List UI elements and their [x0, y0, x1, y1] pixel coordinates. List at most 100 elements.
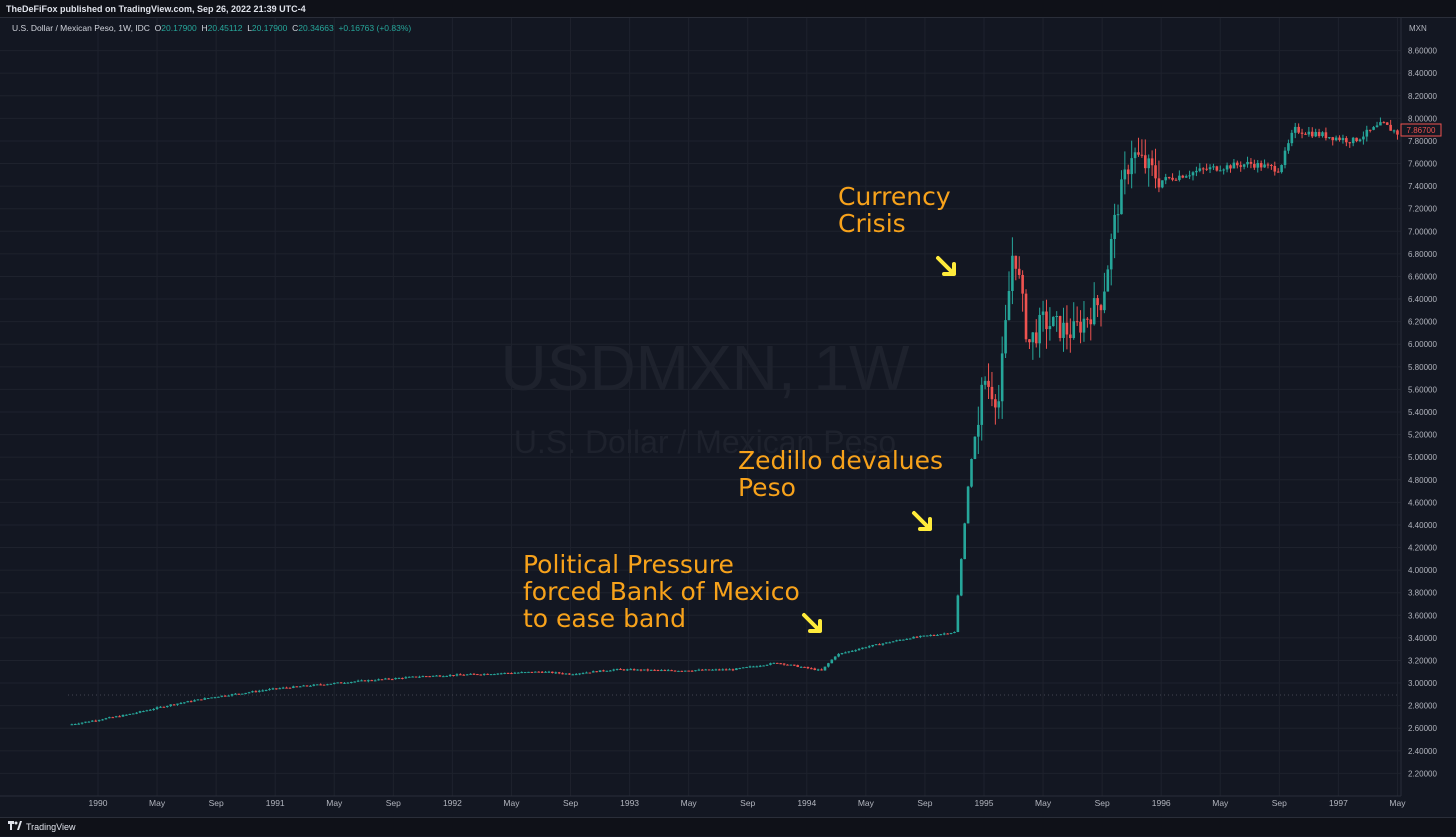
candle: [377, 678, 380, 681]
candle: [1246, 156, 1249, 168]
candle-body: [830, 659, 834, 664]
candle-body: [1164, 177, 1168, 181]
candle-body: [813, 668, 817, 670]
candle-body: [1212, 166, 1215, 168]
candle-body: [326, 684, 329, 686]
y-tick-label: 5.60000: [1408, 385, 1437, 394]
candle-body: [782, 663, 786, 665]
candle: [1287, 139, 1290, 154]
candlestick-chart[interactable]: USDMXN, 1W U.S. Dollar / Mexican Peso 2.…: [0, 18, 1456, 817]
candle-body: [1297, 126, 1300, 133]
candle: [731, 668, 735, 672]
candle: [305, 685, 309, 687]
candle: [148, 709, 152, 711]
candle-body: [1263, 164, 1266, 168]
watermark-name: U.S. Dollar / Mexican Peso: [514, 424, 896, 460]
annotation-zedillo-devalues: Zedillo devalues Peso: [738, 446, 944, 502]
candle: [959, 558, 963, 597]
candle: [588, 672, 592, 674]
y-tick-label: 6.00000: [1408, 340, 1437, 349]
candle: [857, 647, 861, 651]
candle: [772, 662, 776, 664]
candle-body: [789, 664, 793, 666]
candle-body: [363, 680, 367, 682]
candle-body: [1256, 163, 1260, 168]
candle: [653, 669, 656, 671]
candle: [496, 673, 500, 675]
candle-body: [1065, 322, 1069, 335]
candle-body: [281, 687, 285, 689]
candle-body: [360, 680, 363, 682]
candle-body: [1150, 158, 1154, 166]
candle: [1055, 311, 1058, 332]
candle: [1293, 122, 1297, 139]
candle-body: [1147, 158, 1151, 169]
candle: [816, 668, 820, 672]
candle: [438, 675, 442, 677]
candle-body: [131, 713, 135, 715]
candle: [615, 668, 619, 671]
candle-body: [1389, 124, 1392, 131]
candle: [605, 670, 609, 672]
candle: [1239, 161, 1243, 172]
candle: [1355, 137, 1358, 143]
candle-body: [424, 676, 428, 678]
candle: [932, 634, 936, 637]
candle-body: [462, 674, 466, 676]
candle: [1069, 318, 1072, 353]
candle: [983, 376, 987, 390]
candle-body: [861, 647, 864, 649]
candle-body: [459, 674, 462, 676]
candle-body: [547, 671, 551, 673]
x-tick-label: 1992: [443, 798, 462, 808]
candle-body: [1188, 175, 1191, 177]
candle-body: [888, 642, 892, 644]
candle-body: [428, 676, 431, 678]
candle-body: [234, 693, 237, 695]
candle: [656, 669, 660, 672]
candle-body: [370, 680, 374, 682]
candle: [1062, 307, 1065, 352]
candle: [1300, 128, 1304, 139]
candle: [309, 685, 312, 687]
y-tick-label: 3.60000: [1408, 611, 1437, 620]
candle: [649, 669, 653, 671]
candle: [820, 668, 823, 671]
candle: [138, 710, 142, 714]
candle: [861, 647, 864, 650]
candle: [1021, 270, 1024, 312]
candle-body: [332, 682, 336, 684]
candle-body: [1092, 298, 1096, 325]
candle: [905, 638, 909, 640]
candle: [510, 672, 513, 675]
candle-body: [220, 695, 224, 697]
candle-body: [510, 673, 513, 675]
candle-body: [929, 635, 932, 637]
candle: [261, 689, 265, 692]
candle: [70, 723, 74, 726]
candle: [700, 669, 704, 671]
candle-body: [206, 698, 210, 700]
candle: [806, 666, 810, 670]
candle-body: [1038, 314, 1041, 344]
candle: [210, 697, 213, 699]
candle-body: [1041, 311, 1045, 315]
candle-body: [540, 671, 544, 673]
y-tick-label: 5.80000: [1408, 363, 1437, 372]
y-tick-label: 8.00000: [1408, 114, 1437, 123]
candle: [718, 668, 721, 671]
candle: [578, 673, 581, 676]
chart-area[interactable]: USDMXN, 1W U.S. Dollar / Mexican Peso 2.…: [0, 18, 1456, 817]
candle: [966, 485, 970, 524]
candle: [949, 632, 953, 635]
candle-body: [670, 670, 673, 672]
candle-body: [472, 673, 476, 675]
candle: [568, 673, 571, 675]
candle-body: [1126, 169, 1130, 175]
candle-body: [612, 669, 615, 671]
x-tick-label: May: [1212, 798, 1229, 808]
candle-body: [1382, 122, 1386, 124]
candle-body: [1201, 168, 1205, 170]
last-price-tag: 7.86700: [1400, 123, 1442, 137]
candle-body: [469, 673, 472, 675]
